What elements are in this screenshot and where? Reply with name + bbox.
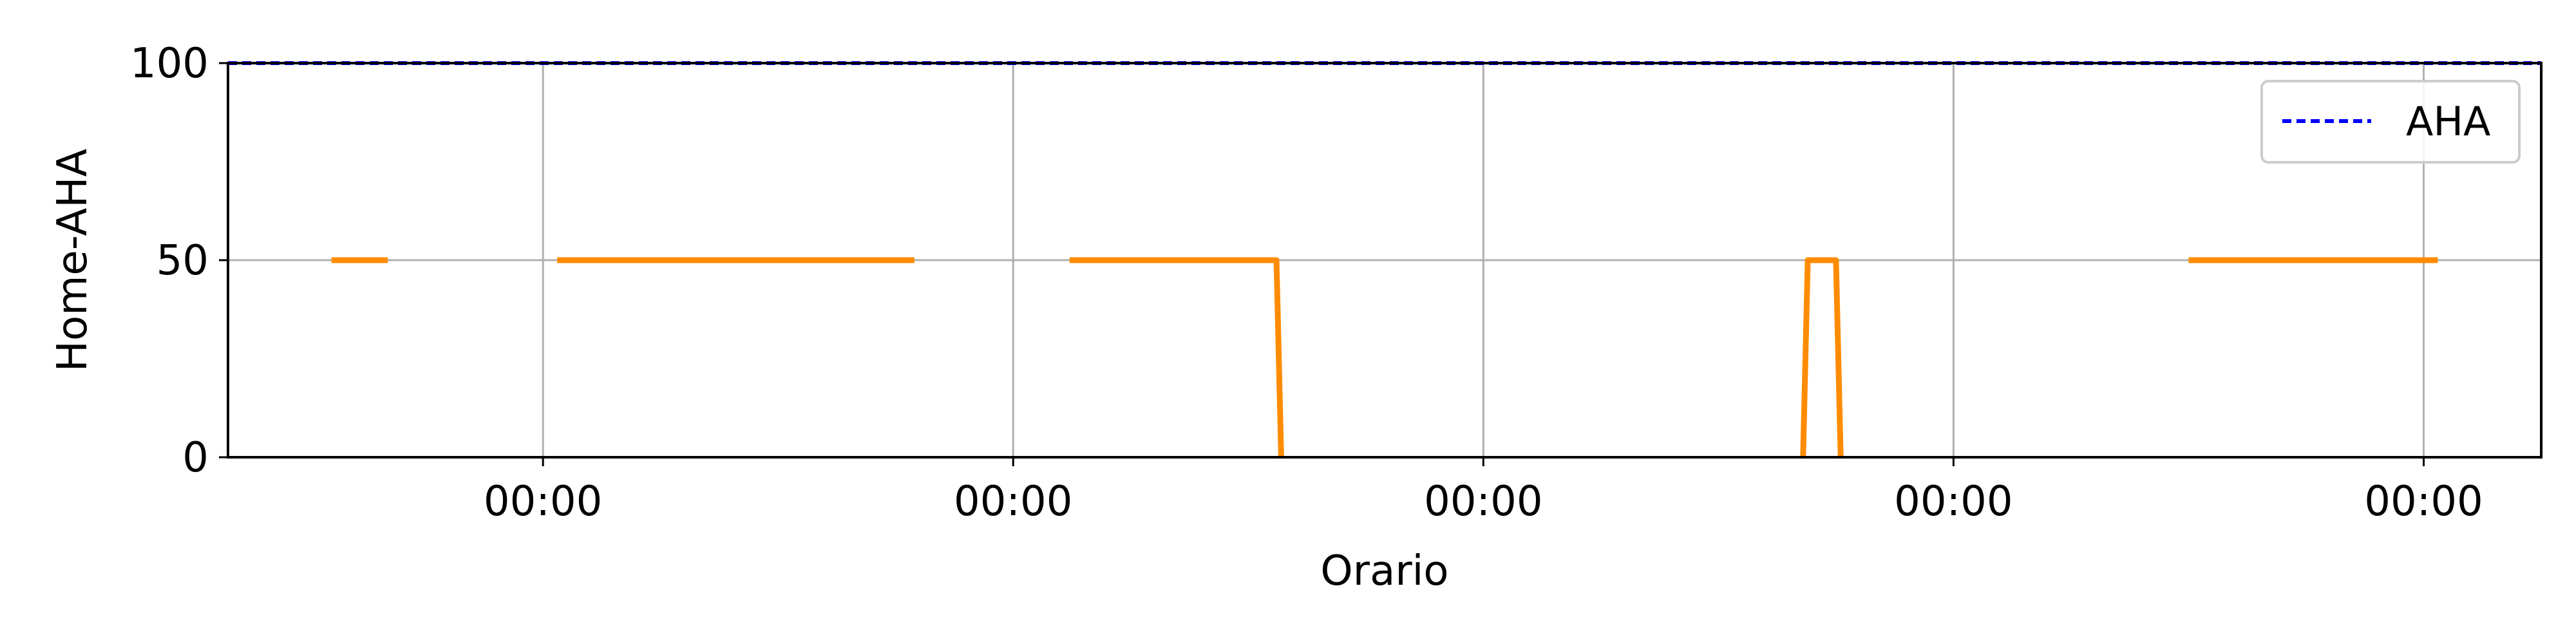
legend-box — [2260, 80, 2521, 164]
legend-label-aha: AHA — [2406, 98, 2490, 145]
x-tick-label-4: 00:00 — [2364, 478, 2483, 526]
series-0-segment-3 — [1800, 257, 1844, 458]
legend: AHA — [2260, 80, 2521, 164]
series-0 — [331, 257, 2438, 458]
series-0-segment-2 — [1069, 257, 1284, 458]
y-tick-label-2: 100 — [130, 40, 209, 88]
x-tick-label-0: 00:00 — [484, 478, 602, 526]
y-tick-label-1: 50 — [156, 237, 209, 285]
x-tick-label-1: 00:00 — [954, 478, 1072, 526]
x-tick-label-3: 00:00 — [1894, 478, 2012, 526]
ticks: 00:00 00:00 00:00 00:00 00:00 0 50 100 — [130, 40, 2483, 526]
y-tick-label-0: 0 — [182, 434, 209, 482]
x-tick-label-2: 00:00 — [1424, 478, 1542, 526]
x-axis-label: Orario — [1320, 547, 1448, 595]
y-axis-label: Home-AHA — [49, 149, 97, 372]
